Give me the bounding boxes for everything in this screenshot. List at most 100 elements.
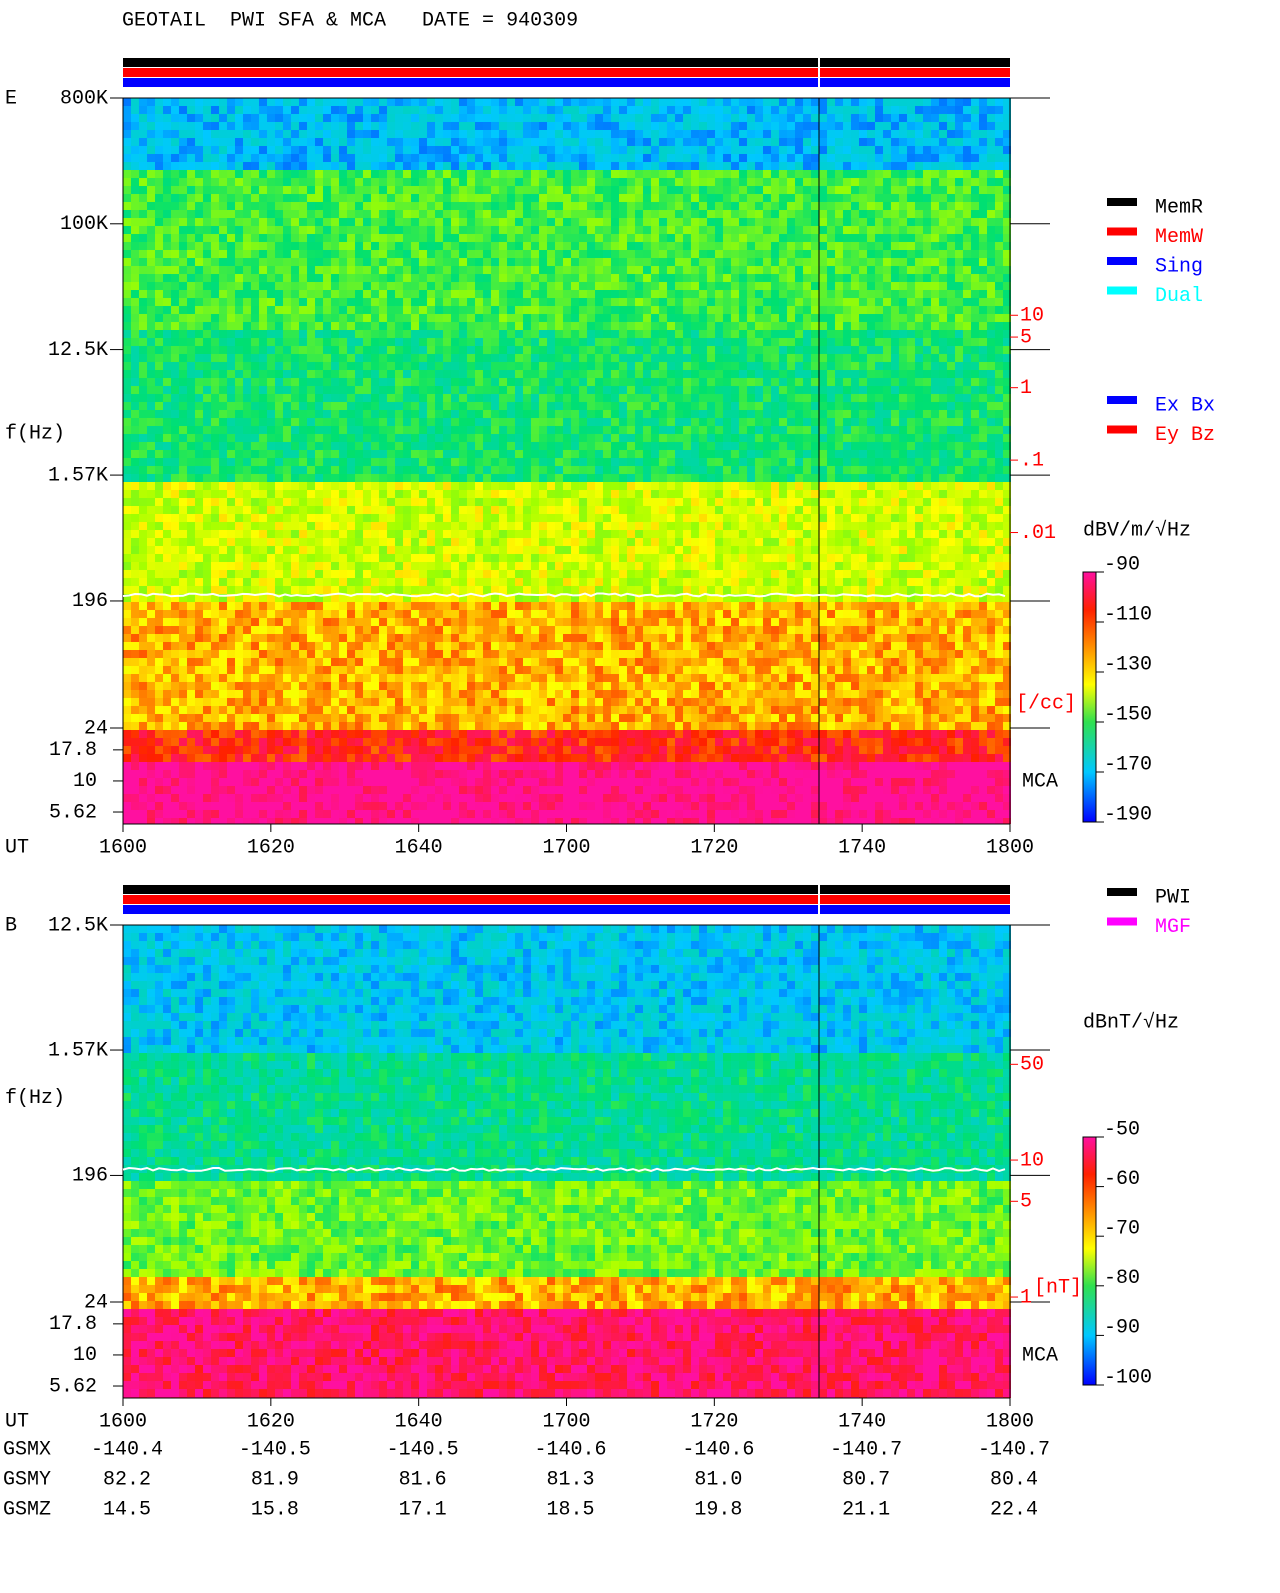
spectrogram-cell [739, 242, 747, 250]
spectrogram-cell [979, 242, 987, 250]
spectrogram-cell [459, 234, 467, 242]
spectrogram-cell [251, 114, 259, 122]
spectrogram-cell [195, 210, 203, 218]
spectrogram-cell [187, 226, 195, 234]
spectrogram-cell [643, 194, 651, 202]
spectrogram-cell [987, 202, 995, 210]
spectrogram-cell [715, 226, 723, 234]
spectrogram-cell [659, 250, 667, 258]
spectrogram-cell [923, 202, 931, 210]
spectrogram-cell [411, 170, 419, 178]
spectrogram-cell [971, 226, 979, 234]
spectrogram-cell [139, 106, 147, 114]
spectrogram-cell [347, 162, 355, 170]
spectrogram-cell [819, 122, 827, 130]
spectrogram-cell [291, 170, 299, 178]
spectrogram-cell [619, 258, 627, 266]
spectrogram-cell [283, 106, 291, 114]
spectrogram-cell [987, 154, 995, 162]
spectrogram-cell [203, 106, 211, 114]
spectrogram-cell [355, 106, 363, 114]
spectrogram-cell [363, 98, 371, 106]
spectrogram-cell [131, 130, 139, 138]
spectrogram-cell [371, 162, 379, 170]
spectrogram-cell [251, 138, 259, 146]
spectrogram-cell [179, 258, 187, 266]
spectrogram-cell [403, 122, 411, 130]
spectrogram-cell [987, 130, 995, 138]
spectrogram-cell [507, 106, 515, 114]
spectrogram-cell [491, 106, 499, 114]
spectrogram-cell [123, 170, 131, 178]
spectrogram-cell [243, 242, 251, 250]
spectrogram-cell [931, 98, 939, 106]
spectrogram-cell [771, 178, 779, 186]
spectrogram-cell [923, 130, 931, 138]
spectrogram-cell [451, 122, 459, 130]
spectrogram-cell [251, 162, 259, 170]
spectrogram-cell [891, 146, 899, 154]
spectrogram-cell [667, 218, 675, 226]
spectrogram-cell [331, 130, 339, 138]
spectrogram-cell [331, 226, 339, 234]
spectrogram-cell [531, 194, 539, 202]
spectrogram-cell [227, 226, 235, 234]
spectrogram-cell [739, 178, 747, 186]
spectrogram-cell [539, 218, 547, 226]
spectrogram-cell [907, 178, 915, 186]
spectrogram-cell [955, 250, 963, 258]
spectrogram-cell [979, 194, 987, 202]
spectrogram-cell [347, 154, 355, 162]
spectrogram-cell [195, 194, 203, 202]
spectrogram-cell [683, 194, 691, 202]
spectrogram-cell [707, 154, 715, 162]
spectrogram-cell [923, 178, 931, 186]
spectrogram-cell [875, 146, 883, 154]
spectrogram-cell [651, 218, 659, 226]
spectrogram-cell [811, 98, 819, 106]
spectrogram-cell [931, 122, 939, 130]
spectrogram-cell [267, 202, 275, 210]
spectrogram-cell [283, 242, 291, 250]
spectrogram-cell [147, 234, 155, 242]
spectrogram-cell [331, 138, 339, 146]
spectrogram-cell [243, 250, 251, 258]
spectrogram-cell [267, 98, 275, 106]
spectrogram-cell [699, 186, 707, 194]
spectrogram-cell [387, 146, 395, 154]
spectrogram-cell [259, 170, 267, 178]
spectrogram-cell [323, 178, 331, 186]
spectrogram-cell [915, 154, 923, 162]
spectrogram-cell [707, 170, 715, 178]
spectrogram-cell [187, 186, 195, 194]
spectrogram-cell [683, 210, 691, 218]
spectrogram-cell [579, 250, 587, 258]
spectrogram-cell [483, 162, 491, 170]
spectrogram-cell [467, 234, 475, 242]
spectrogram-cell [875, 186, 883, 194]
spectrogram-cell [139, 178, 147, 186]
spectrogram-cell [251, 226, 259, 234]
spectrogram-cell [355, 194, 363, 202]
spectrogram-cell [947, 242, 955, 250]
spectrogram-cell [467, 210, 475, 218]
spectrogram-cell [795, 138, 803, 146]
spectrogram-cell [307, 218, 315, 226]
spectrogram-cell [715, 146, 723, 154]
spectrogram-cell [875, 154, 883, 162]
spectrogram-cell [851, 218, 859, 226]
spectrogram-cell [443, 154, 451, 162]
spectrogram-cell [163, 114, 171, 122]
spectrogram-cell [451, 186, 459, 194]
spectrogram-cell [635, 146, 643, 154]
spectrogram-cell [979, 202, 987, 210]
spectrogram-cell [603, 202, 611, 210]
spectrogram-cell [795, 242, 803, 250]
spectrogram-cell [867, 130, 875, 138]
spectrogram-cell [291, 178, 299, 186]
spectrogram-cell [771, 210, 779, 218]
spectrogram-cell [699, 162, 707, 170]
spectrogram-cell [763, 122, 771, 130]
spectrogram-cell [859, 98, 867, 106]
